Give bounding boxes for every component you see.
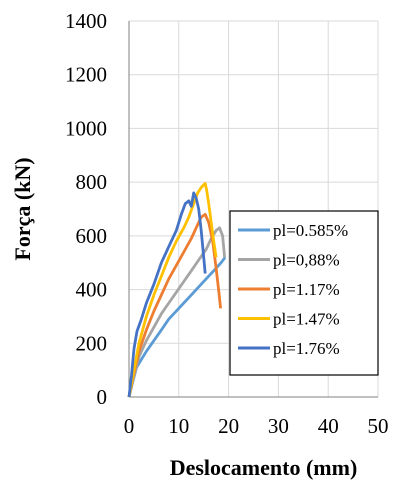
legend: pl=0.585% pl=0,88% pl=1.17% pl=1.47% pl=1.76… — [229, 210, 379, 376]
legend-label: pl=0,88% — [273, 251, 340, 270]
y-tick-label: 200 — [76, 331, 108, 355]
y-tick-labels: 0 200 400 600 800 1000 1200 1400 — [65, 9, 107, 409]
series-line — [127, 182, 218, 398]
series-lines — [127, 182, 227, 398]
x-tick-label: 10 — [168, 414, 189, 438]
x-tick-label: 20 — [218, 414, 239, 438]
series-line — [127, 191, 207, 398]
legend-label: pl=1.47% — [273, 310, 340, 329]
legend-label: pl=1.17% — [273, 280, 340, 299]
axes — [128, 21, 378, 398]
y-tick-label: 1400 — [65, 9, 107, 33]
x-tick-label: 30 — [268, 414, 289, 438]
y-tick-label: 0 — [97, 385, 108, 409]
y-axis-title: Força (kN) — [10, 157, 35, 260]
legend-label: pl=1.76% — [273, 339, 340, 358]
legend-label: pl=0.585% — [273, 221, 348, 240]
y-tick-label: 400 — [76, 278, 108, 302]
series-line — [127, 256, 227, 398]
series-line — [127, 226, 226, 398]
x-tick-labels: 0 10 20 30 40 50 — [124, 414, 389, 438]
y-tick-label: 1200 — [65, 63, 107, 87]
y-tick-label: 1000 — [65, 116, 107, 140]
y-tick-label: 600 — [76, 224, 108, 248]
y-tick-label: 800 — [76, 170, 108, 194]
x-tick-label: 40 — [318, 414, 339, 438]
x-tick-label: 0 — [124, 414, 135, 438]
x-tick-label: 50 — [368, 414, 389, 438]
x-axis-title: Deslocamento (mm) — [170, 455, 358, 480]
